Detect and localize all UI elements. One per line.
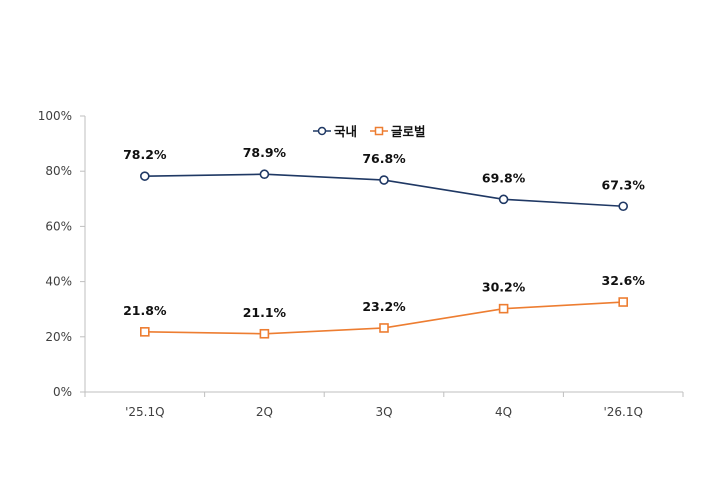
y-tick-label: 0% <box>53 385 72 399</box>
data-point <box>379 323 389 333</box>
data-label: 23.2% <box>362 299 406 314</box>
data-point <box>379 175 389 185</box>
legend-label: 국내 <box>334 124 357 139</box>
y-tick-label: 20% <box>45 330 72 344</box>
data-label: 78.9% <box>243 145 287 160</box>
legend-item: 국내 <box>313 124 357 139</box>
axes: 0% 20% 40% 60% 80% 100% '25.1Q 2Q 3Q 4Q '26.1Q <box>38 109 684 419</box>
legend-marker-icon <box>317 126 327 136</box>
data-label: 32.6% <box>602 273 646 288</box>
data-point <box>618 297 629 307</box>
x-tick-label: '25.1Q <box>125 405 164 419</box>
data-point <box>259 169 270 180</box>
legend-label: 글로벌 <box>391 124 426 139</box>
y-ticks: 0% 20% 40% 60% 80% 100% <box>38 109 85 399</box>
data-label: 76.8% <box>362 151 406 166</box>
series-domestic: 78.2% 78.9% 76.8% 69.8% 67.3% <box>123 145 646 212</box>
legend-item: 글로벌 <box>370 124 426 139</box>
data-point <box>140 327 150 337</box>
data-label: 67.3% <box>602 177 646 192</box>
y-tick-label: 60% <box>45 219 72 233</box>
x-ticks: '25.1Q 2Q 3Q 4Q '26.1Q <box>84 392 684 419</box>
data-label: 69.8% <box>482 170 526 185</box>
data-label: 78.2% <box>123 147 167 162</box>
legend-marker-icon <box>374 126 384 136</box>
data-point <box>498 303 509 314</box>
x-tick-label: 2Q <box>256 405 273 419</box>
data-label: 21.1% <box>243 305 287 320</box>
x-tick-label: '26.1Q <box>603 405 642 419</box>
data-point <box>618 201 629 212</box>
data-label: 21.8% <box>123 303 167 318</box>
y-tick-label: 80% <box>45 164 72 178</box>
data-point <box>140 171 150 181</box>
series-global: 21.8% 21.1% 23.2% 30.2% 32.6% <box>123 273 646 339</box>
x-tick-label: 4Q <box>495 405 512 419</box>
series-layer: 78.2% 78.9% 76.8% 69.8% 67.3% 21.8% 21.1% 23.2%… <box>123 145 646 339</box>
x-tick-label: 3Q <box>375 405 392 419</box>
y-tick-label: 100% <box>38 109 72 123</box>
y-tick-label: 40% <box>45 275 72 289</box>
data-point <box>498 194 509 205</box>
data-label: 30.2% <box>482 280 526 295</box>
legend: 국내 글로벌 <box>313 124 426 139</box>
data-point <box>259 328 270 339</box>
